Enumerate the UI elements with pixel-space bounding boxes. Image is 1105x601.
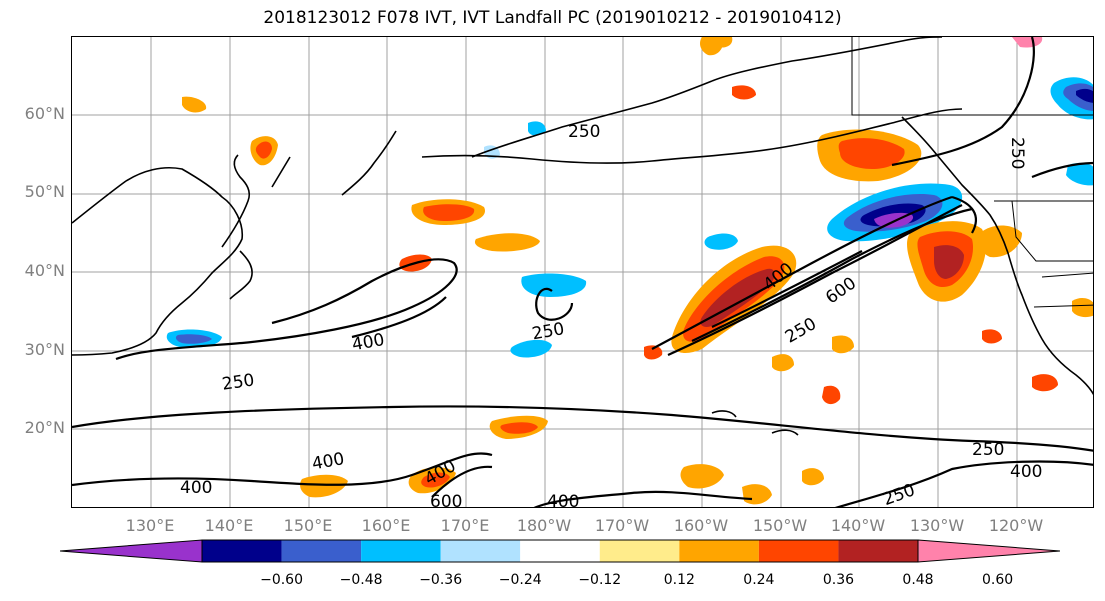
colorbar-tick-label: 0.24 <box>743 572 775 588</box>
ivt-map: 400 250 250 400 600 250 250 400 400 400 … <box>71 36 1094 508</box>
contour-label: 400 <box>1010 462 1042 482</box>
colorbar-cell <box>281 540 362 562</box>
colorbar-cells <box>60 539 1060 563</box>
contour-label: 600 <box>822 273 860 308</box>
colorbar-cell <box>202 540 282 562</box>
colorbar-extend-high <box>917 539 1060 563</box>
lon-label-180w: 180°W <box>516 516 572 535</box>
colorbar-tick-label: 0.36 <box>822 572 855 588</box>
contour-label: 400 <box>310 449 345 474</box>
colorbar-extend-low <box>60 539 203 563</box>
lon-label-130w: 130°W <box>909 516 965 535</box>
colorbar-tick-label: −0.48 <box>339 572 383 588</box>
colorbar-tick-label: 0.60 <box>981 572 1014 588</box>
colorbar-tick-label: 0.48 <box>902 572 934 588</box>
contour-label: 250 <box>880 480 917 508</box>
lon-label-120w: 120°W <box>988 516 1044 535</box>
ivt-contours <box>72 37 1093 507</box>
contour-label: 250 <box>782 314 820 348</box>
colorbar <box>60 539 1060 563</box>
political-borders <box>851 37 1093 308</box>
lat-label-40n: 40°N <box>24 261 65 280</box>
lat-label-60n: 60°N <box>24 104 65 123</box>
colorbar-outline <box>201 539 919 563</box>
lon-label-140e: 140°E <box>204 516 254 535</box>
colorbar-cell <box>679 540 759 562</box>
colorbar-cell <box>599 540 680 562</box>
colorbar-cell <box>838 540 918 562</box>
lon-label-140w: 140°W <box>830 516 886 535</box>
colorbar-tick-label: 0.12 <box>663 572 695 588</box>
coastlines <box>72 37 1093 436</box>
colorbar-cell <box>361 540 441 562</box>
contour-label: 250 <box>568 122 600 142</box>
colorbar-tick-label: −0.12 <box>578 572 622 588</box>
lon-label-150e: 150°E <box>283 516 333 535</box>
lon-label-160e: 160°E <box>361 516 411 535</box>
lat-label-50n: 50°N <box>24 182 65 201</box>
colorbar-cell <box>440 540 521 562</box>
lat-label-20n: 20°N <box>24 418 65 437</box>
lon-label-160w: 160°W <box>673 516 729 535</box>
lon-label-150w: 150°W <box>752 516 808 535</box>
contour-label: 250 <box>530 319 565 344</box>
contour-label: 400 <box>180 478 212 498</box>
colorbar-cell <box>520 540 600 562</box>
lon-label-170e: 170°E <box>440 516 490 535</box>
lon-label-170w: 170°W <box>594 516 650 535</box>
map-title: 2018123012 F078 IVT, IVT Landfall PC (20… <box>263 8 842 28</box>
contour-label: 250 <box>972 440 1004 460</box>
contour-label: 250 <box>1007 137 1027 169</box>
colorbar-cell <box>758 540 839 562</box>
colorbar-tick-label: −0.60 <box>260 572 303 588</box>
ivt-anomaly-shading <box>166 37 1093 505</box>
colorbar-tick-label: −0.36 <box>419 572 463 588</box>
lon-label-130e: 130°E <box>125 516 175 535</box>
lat-label-30n: 30°N <box>24 340 65 359</box>
colorbar-tick-label: −0.24 <box>498 572 542 588</box>
contour-label: 600 <box>430 492 462 508</box>
contour-label: 400 <box>547 492 579 508</box>
contour-label: 250 <box>221 370 256 394</box>
contour-label: 400 <box>351 330 386 355</box>
